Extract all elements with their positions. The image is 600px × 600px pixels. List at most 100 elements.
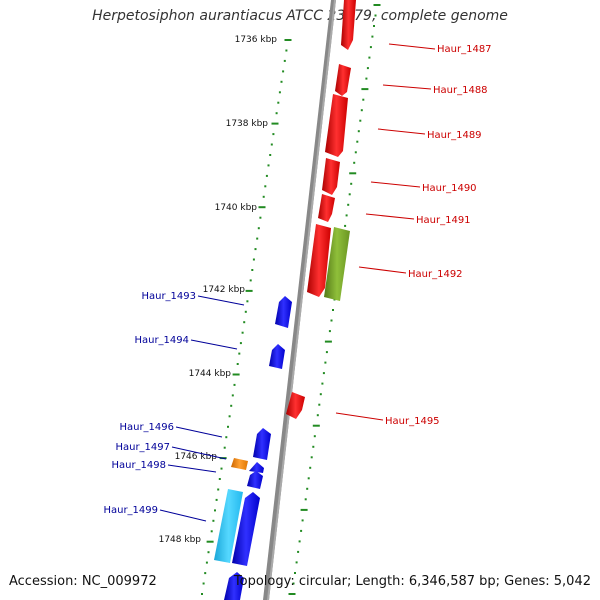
label-haur-1489[interactable]: Haur_1489 (427, 130, 482, 141)
minor-tick (278, 91, 281, 94)
gene-haur-1495[interactable] (286, 392, 305, 419)
minor-tick (332, 309, 334, 311)
minor-tick (359, 119, 362, 122)
minor-tick (304, 498, 307, 501)
label-haur-1498[interactable]: Haur_1498 (111, 460, 166, 471)
minor-tick (348, 193, 351, 196)
minor-tick (295, 561, 298, 564)
minor-tick (231, 394, 234, 397)
minor-tick (270, 143, 273, 146)
label-haur-1497[interactable]: Haur_1497 (115, 442, 170, 453)
minor-tick (350, 182, 353, 185)
scale-labels: 1736 kbp 1738 kbp 1740 kbp 1742 kbp 1744… (159, 35, 278, 545)
gene-haur-1498b[interactable] (247, 471, 263, 489)
scale-tick-label-1744: 1744 kbp (189, 369, 232, 379)
minor-tick (319, 393, 322, 396)
gene-haur-1487[interactable] (341, 0, 356, 50)
minor-tick (357, 130, 360, 133)
major-tick (312, 424, 320, 427)
minor-tick (254, 248, 257, 251)
gene-haur-1496[interactable] (253, 428, 271, 460)
genome-backbone (263, 0, 336, 600)
minor-tick (272, 133, 275, 136)
gene-haur-1493[interactable] (275, 296, 292, 328)
minor-tick (362, 98, 365, 101)
genome-summary-text: Topology: circular; Length: 6,346,587 bp… (233, 574, 591, 589)
label-haur-1499[interactable]: Haur_1499 (103, 505, 158, 516)
minor-tick (282, 70, 285, 73)
minor-tick (369, 46, 372, 49)
minor-tick (223, 446, 226, 449)
major-tick (324, 340, 332, 343)
scale-tick-label-1736: 1736 kbp (235, 35, 278, 45)
minor-tick (280, 80, 283, 83)
minor-tick (283, 59, 286, 62)
major-tick (206, 540, 214, 543)
gene-haur-1499[interactable] (214, 489, 243, 563)
label-haur-1491[interactable]: Haur_1491 (416, 215, 471, 226)
minor-tick (328, 330, 331, 333)
minor-tick (227, 425, 229, 428)
gene-haur-1491[interactable] (318, 194, 335, 222)
minor-tick (228, 415, 231, 418)
minor-tick (259, 216, 262, 219)
minor-tick (246, 300, 249, 303)
label-haur-1490[interactable]: Haur_1490 (422, 183, 477, 194)
minor-tick (249, 279, 252, 282)
gene-haur-1494[interactable] (269, 344, 285, 369)
minor-tick (307, 477, 310, 480)
scale-tick-label-1740: 1740 kbp (215, 203, 258, 213)
minor-tick (292, 582, 295, 585)
scale-tick-label-1742: 1742 kbp (203, 285, 246, 295)
minor-tick (202, 582, 205, 585)
minor-tick (318, 403, 321, 406)
minor-tick (306, 487, 309, 490)
minor-tick (205, 561, 208, 564)
minor-tick (207, 551, 210, 554)
minor-tick (300, 529, 303, 532)
minor-tick (324, 361, 327, 364)
major-tick (300, 508, 308, 511)
forward-strand-genes (286, 0, 356, 419)
minor-tick (225, 436, 228, 439)
minor-tick (236, 363, 239, 365)
minor-tick (360, 109, 363, 112)
minor-tick (239, 342, 242, 345)
label-haur-1488[interactable]: Haur_1488 (433, 85, 488, 96)
scale-tick-label-1738: 1738 kbp (226, 119, 269, 129)
minor-tick (345, 214, 348, 217)
minor-tick (256, 237, 259, 240)
minor-tick (238, 352, 241, 355)
minor-tick (354, 151, 357, 154)
major-tick (288, 593, 296, 595)
minor-tick (353, 161, 356, 164)
gene-haur-1497[interactable] (231, 458, 248, 470)
minor-tick (325, 351, 328, 354)
label-haur-1493[interactable]: Haur_1493 (141, 291, 196, 302)
gene-haur-1492[interactable] (307, 224, 331, 297)
minor-tick (374, 14, 377, 17)
gene-haur-1488[interactable] (335, 64, 351, 96)
label-haur-1495[interactable]: Haur_1495 (385, 416, 440, 427)
minor-tick (366, 67, 369, 70)
gene-haur-1499-blue[interactable] (232, 492, 260, 566)
minor-tick (371, 35, 374, 38)
minor-tick (365, 77, 368, 80)
label-haur-1487[interactable]: Haur_1487 (437, 44, 492, 55)
label-haur-1496[interactable]: Haur_1496 (119, 422, 174, 433)
minor-tick (212, 519, 215, 522)
minor-tick (262, 195, 265, 198)
reverse-strand-genes (214, 296, 292, 600)
major-tick (258, 206, 266, 209)
label-haur-1494[interactable]: Haur_1494 (134, 335, 189, 346)
minor-tick (347, 203, 350, 206)
minor-tick (244, 310, 247, 313)
gene-haur-1489[interactable] (325, 94, 348, 157)
minor-tick (243, 321, 246, 324)
gene-haur-1498a[interactable] (249, 462, 264, 473)
label-haur-1492[interactable]: Haur_1492 (408, 269, 463, 280)
minor-tick (330, 319, 333, 322)
gene-haur-1492-olive[interactable] (324, 227, 350, 301)
gene-next-reverse[interactable] (224, 572, 244, 600)
gene-haur-1490[interactable] (322, 158, 340, 195)
